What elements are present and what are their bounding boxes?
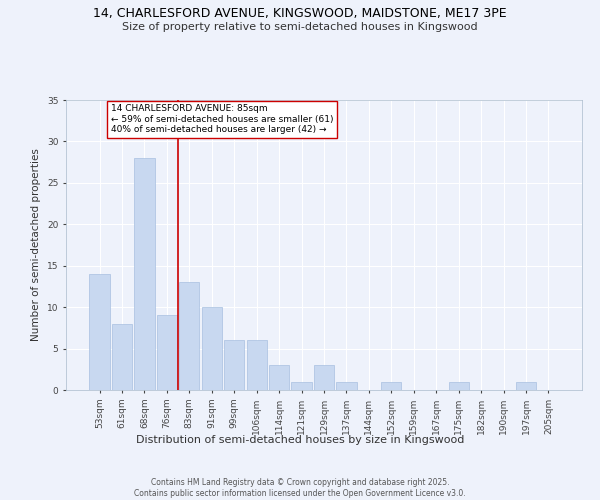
Bar <box>449 382 469 390</box>
Bar <box>112 324 132 390</box>
Bar <box>381 382 401 390</box>
Bar <box>202 307 222 390</box>
Text: Contains HM Land Registry data © Crown copyright and database right 2025.
Contai: Contains HM Land Registry data © Crown c… <box>134 478 466 498</box>
Bar <box>292 382 311 390</box>
Text: 14 CHARLESFORD AVENUE: 85sqm
← 59% of semi-detached houses are smaller (61)
40% : 14 CHARLESFORD AVENUE: 85sqm ← 59% of se… <box>111 104 333 134</box>
Text: Distribution of semi-detached houses by size in Kingswood: Distribution of semi-detached houses by … <box>136 435 464 445</box>
Bar <box>516 382 536 390</box>
Y-axis label: Number of semi-detached properties: Number of semi-detached properties <box>31 148 41 342</box>
Bar <box>134 158 155 390</box>
Text: 14, CHARLESFORD AVENUE, KINGSWOOD, MAIDSTONE, ME17 3PE: 14, CHARLESFORD AVENUE, KINGSWOOD, MAIDS… <box>93 8 507 20</box>
Bar <box>179 282 199 390</box>
Bar <box>89 274 110 390</box>
Bar <box>247 340 267 390</box>
Bar <box>337 382 356 390</box>
Bar <box>314 365 334 390</box>
Bar <box>157 316 177 390</box>
Text: Size of property relative to semi-detached houses in Kingswood: Size of property relative to semi-detach… <box>122 22 478 32</box>
Bar <box>224 340 244 390</box>
Bar <box>269 365 289 390</box>
